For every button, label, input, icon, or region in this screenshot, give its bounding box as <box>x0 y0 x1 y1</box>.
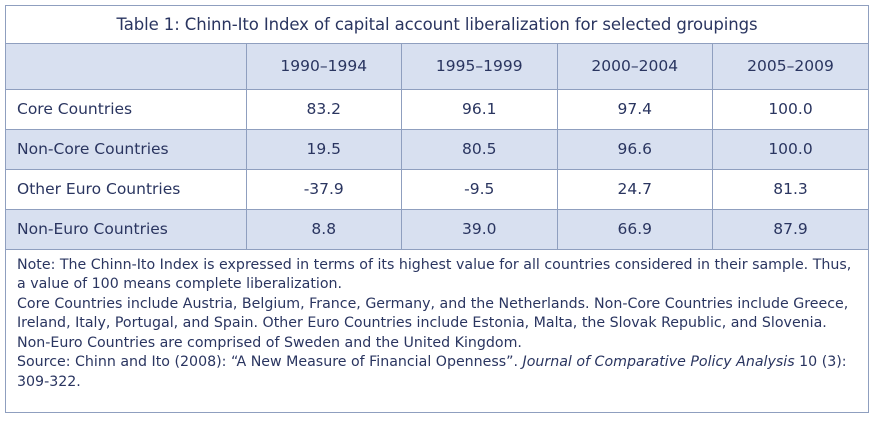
data-table: 1990–1994 1995–1999 2000–2004 2005–2009 … <box>6 44 868 250</box>
table-title: Table 1: Chinn-Ito Index of capital acco… <box>6 6 868 44</box>
table-cell: 80.5 <box>401 128 558 170</box>
table-cell: 96.6 <box>556 128 713 170</box>
table-row: Non-Core Countries 19.5 80.5 96.6 100.0 <box>6 128 868 170</box>
note-text: Note: The Chinn-Ito Index is expressed i… <box>17 256 852 293</box>
table-cell: 81.3 <box>712 168 868 210</box>
table-cell: 87.9 <box>712 208 868 250</box>
column-header-2005-2009: 2005–2009 <box>712 44 868 90</box>
column-header-1995-1999: 1995–1999 <box>401 44 558 90</box>
groupings-text: Core Countries include Austria, Belgium,… <box>17 295 849 351</box>
table-cell: 8.8 <box>245 208 402 250</box>
table-row: Other Euro Countries -37.9 -9.5 24.7 81.… <box>6 168 868 210</box>
column-header-2000-2004: 2000–2004 <box>556 44 713 90</box>
header-row: 1990–1994 1995–1999 2000–2004 2005–2009 <box>6 44 868 90</box>
table-cell: 97.4 <box>556 89 713 130</box>
source-suffix: 10 (3): 309-322. <box>17 354 847 391</box>
column-header-1990-1994: 1990–1994 <box>245 44 402 90</box>
row-label: Core Countries <box>6 89 247 130</box>
source-text: Source: Chinn and Ito (2008): “A New Mea… <box>17 353 858 392</box>
source-journal: Journal of Comparative Policy Analysis <box>522 354 795 371</box>
row-label: Non-Core Countries <box>6 128 247 170</box>
table-cell: -9.5 <box>401 168 558 210</box>
source-prefix: Source: Chinn and Ito (2008): “A New Mea… <box>17 354 519 371</box>
table-cell: 66.9 <box>556 208 713 250</box>
table-cell: 96.1 <box>401 89 558 130</box>
row-label: Other Euro Countries <box>6 168 247 210</box>
table-cell: 39.0 <box>401 208 558 250</box>
table-cell: 24.7 <box>556 168 713 210</box>
table-cell: 100.0 <box>712 89 868 130</box>
column-header-empty <box>6 44 247 90</box>
row-label: Non-Euro Countries <box>6 208 247 250</box>
table-notes: Note: The Chinn-Ito Index is expressed i… <box>6 250 868 393</box>
table-row: Non-Euro Countries 8.8 39.0 66.9 87.9 <box>6 208 868 250</box>
table-cell: 83.2 <box>245 89 402 130</box>
table-row: Core Countries 83.2 96.1 97.4 100.0 <box>6 89 868 130</box>
table-cell: 19.5 <box>245 128 402 170</box>
table-cell: -37.9 <box>245 168 402 210</box>
table-frame: Table 1: Chinn-Ito Index of capital acco… <box>5 5 869 413</box>
table-cell: 100.0 <box>712 128 868 170</box>
